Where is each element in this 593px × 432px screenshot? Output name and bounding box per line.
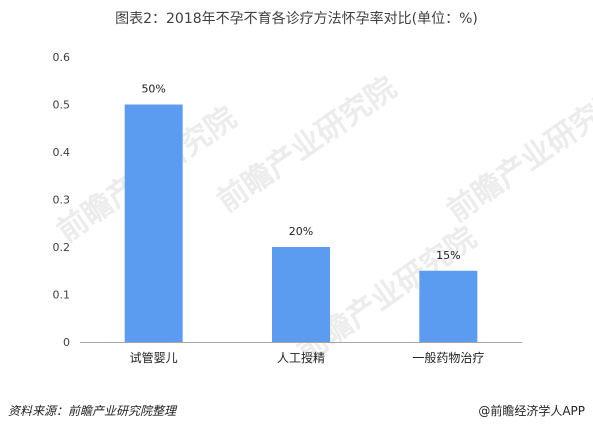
source-note: 资料来源：前瞻产业研究院整理	[8, 404, 177, 418]
y-tick-label: 0.4	[53, 146, 71, 159]
bar-1	[124, 104, 183, 342]
data-label: 15%	[436, 249, 460, 262]
data-label: 50%	[141, 83, 165, 96]
bar-3	[419, 270, 478, 342]
x-tick-label: 人工授精	[277, 350, 325, 365]
chart-title: 图表2：2018年不孕不育各诊疗方法怀孕率对比(单位：%)	[115, 11, 478, 27]
x-tick-label: 一般药物治疗	[412, 350, 484, 365]
x-tick-label: 试管婴儿	[130, 350, 178, 365]
y-tick-label: 0.5	[53, 99, 71, 112]
brand-credit: @前瞻经济学人APP	[478, 404, 585, 418]
y-tick-label: 0.6	[53, 51, 71, 64]
bar-2	[272, 247, 330, 342]
y-tick-label: 0	[63, 336, 70, 349]
data-label: 20%	[289, 225, 313, 238]
y-tick-label: 0.2	[53, 241, 71, 254]
y-tick-label: 0.1	[53, 289, 71, 302]
y-tick-label: 0.3	[53, 194, 71, 207]
